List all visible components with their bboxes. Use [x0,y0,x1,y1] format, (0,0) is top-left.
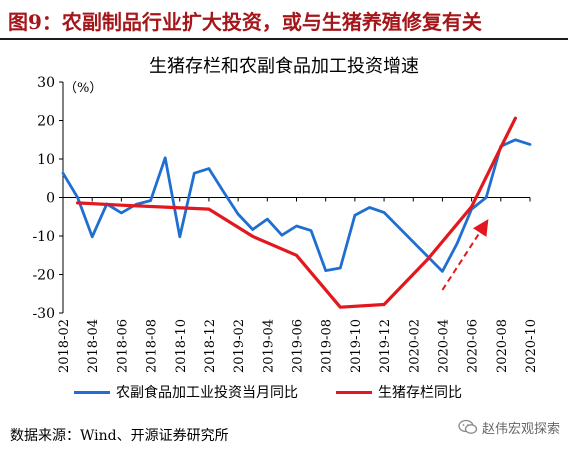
legend-swatch-red [336,390,372,394]
x-tick-label: 2020-08 [495,319,510,373]
x-tick-label: 2020-04 [436,319,451,373]
x-tick-label: 2019-08 [320,319,335,373]
x-tick-label: 2018-02 [57,319,72,373]
y-axis-unit-label: （%） [64,81,102,96]
legend-swatch-blue [74,390,110,394]
annotation-layer [441,219,489,291]
dashed-trend-arrow [441,219,489,291]
y-tick-label: 30 [37,75,55,91]
x-tick-label: 2020-06 [466,319,481,373]
figure-header: 图9：农副制品行业扩大投资，或与生猪养殖修复有关 [0,0,568,40]
x-tick-label: 2018-10 [174,319,189,373]
x-tick-label: 2019-04 [261,319,276,373]
x-tick-label: 2019-12 [378,319,393,373]
legend-item-investment: 农副食品加工业投资当月同比 [74,382,298,402]
y-tick-label: -30 [32,306,55,322]
y-tick-label: 20 [37,114,55,130]
x-tick-label: 2020-10 [524,319,539,373]
watermark-text: 赵伟宏观探索 [481,421,560,437]
x-tick-label: 2020-02 [407,319,422,373]
x-tick-label: 2019-02 [232,319,247,373]
y-tick-label: -10 [32,229,55,245]
legend: 农副食品加工业投资当月同比 生猪存栏同比 [74,382,514,402]
watermark: 赵伟宏观探索 [458,416,560,438]
y-tick-label: -20 [32,268,55,284]
x-tick-label: 2018-04 [86,319,101,373]
source-note: 数据来源：Wind、开源证券研究所 [10,428,229,444]
header-divider [0,38,568,40]
figure-title: 图9：农副制品行业扩大投资，或与生猪养殖修复有关 [8,10,482,34]
x-tick-label: 2019-06 [291,319,306,373]
chart-title: 生猪存栏和农副食品加工投资增速 [149,56,419,77]
legend-label-investment: 农副食品加工业投资当月同比 [116,385,298,401]
wechat-icon [458,419,478,434]
y-tick-label: 0 [46,191,55,207]
series-layer [61,116,532,309]
x-tick-label: 2019-10 [349,319,364,373]
x-tick-label: 2018-12 [203,319,218,373]
x-tick-label: 2018-06 [115,319,130,373]
legend-item-hog-inventory: 生猪存栏同比 [336,382,462,402]
legend-label-hog-inventory: 生猪存栏同比 [378,385,462,401]
x-tick-label: 2018-08 [145,319,160,373]
series-line-hog-inventory [75,116,518,309]
y-tick-label: 10 [37,152,55,168]
